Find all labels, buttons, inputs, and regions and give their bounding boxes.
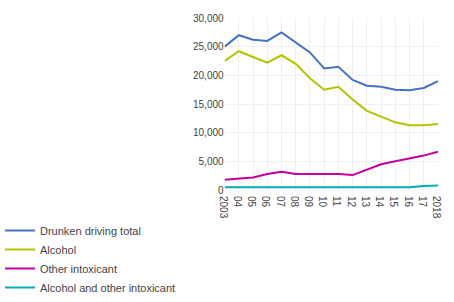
svg-text:12: 12 (346, 196, 357, 208)
svg-text:08: 08 (289, 196, 300, 208)
svg-text:Other intoxicant: Other intoxicant (40, 263, 117, 275)
svg-text:09: 09 (303, 196, 314, 208)
svg-text:30,000: 30,000 (193, 13, 224, 24)
svg-text:2003: 2003 (218, 196, 229, 219)
svg-text:16: 16 (403, 196, 414, 208)
svg-text:Drunken driving total: Drunken driving total (40, 225, 141, 237)
svg-text:15,000: 15,000 (193, 99, 224, 110)
svg-text:06: 06 (260, 196, 271, 208)
svg-text:04: 04 (232, 196, 243, 208)
svg-text:10,000: 10,000 (193, 127, 224, 138)
svg-text:5,000: 5,000 (199, 156, 224, 167)
svg-text:25,000: 25,000 (193, 41, 224, 52)
svg-text:15: 15 (388, 196, 399, 208)
svg-text:05: 05 (246, 196, 257, 208)
svg-text:17: 17 (417, 196, 428, 208)
svg-text:14: 14 (374, 196, 385, 208)
svg-text:11: 11 (331, 196, 342, 207)
svg-text:2018: 2018 (431, 196, 442, 219)
svg-text:07: 07 (275, 196, 286, 208)
svg-text:0: 0 (218, 185, 224, 196)
svg-text:13: 13 (360, 196, 371, 208)
svg-text:20,000: 20,000 (193, 70, 224, 81)
svg-text:Alcohol: Alcohol (40, 244, 76, 256)
svg-text:Alcohol and other intoxicant: Alcohol and other intoxicant (40, 282, 175, 294)
svg-text:10: 10 (317, 196, 328, 208)
